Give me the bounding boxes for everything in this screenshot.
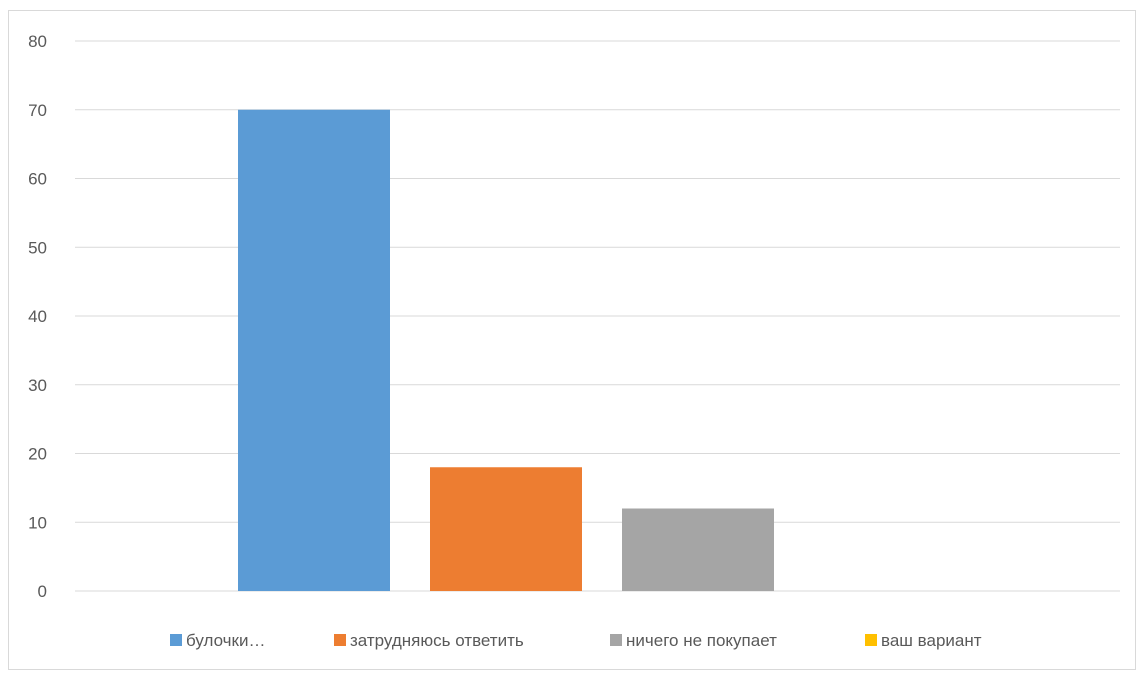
legend-swatch-2 xyxy=(610,634,622,646)
y-tick-label: 30 xyxy=(28,376,47,395)
legend-label-3: ваш вариант xyxy=(881,631,982,650)
y-tick-label: 60 xyxy=(28,170,47,189)
legend: булочки… затрудняюсь ответить ничего не по… xyxy=(170,631,982,650)
bar-series-1 xyxy=(430,467,582,591)
y-tick-label: 20 xyxy=(28,445,47,464)
bars xyxy=(238,109,774,591)
y-tick-label: 10 xyxy=(28,513,47,532)
bar-series-0 xyxy=(238,109,390,591)
gridlines xyxy=(75,40,1120,592)
y-tick-label: 40 xyxy=(28,307,47,326)
y-tick-label: 70 xyxy=(28,101,47,120)
y-tick-label: 50 xyxy=(28,238,47,257)
legend-label-2: ничего не покупает xyxy=(626,631,777,650)
legend-swatch-1 xyxy=(334,634,346,646)
bar-series-2 xyxy=(622,508,774,591)
legend-label-1: затрудняюсь ответить xyxy=(350,631,524,650)
y-tick-label: 80 xyxy=(28,32,47,51)
y-tick-label: 0 xyxy=(38,582,47,601)
legend-swatch-3 xyxy=(865,634,877,646)
legend-swatch-0 xyxy=(170,634,182,646)
y-axis-ticks: 0 10 20 30 40 50 60 70 80 xyxy=(28,32,47,601)
legend-label-0: булочки… xyxy=(186,631,265,650)
